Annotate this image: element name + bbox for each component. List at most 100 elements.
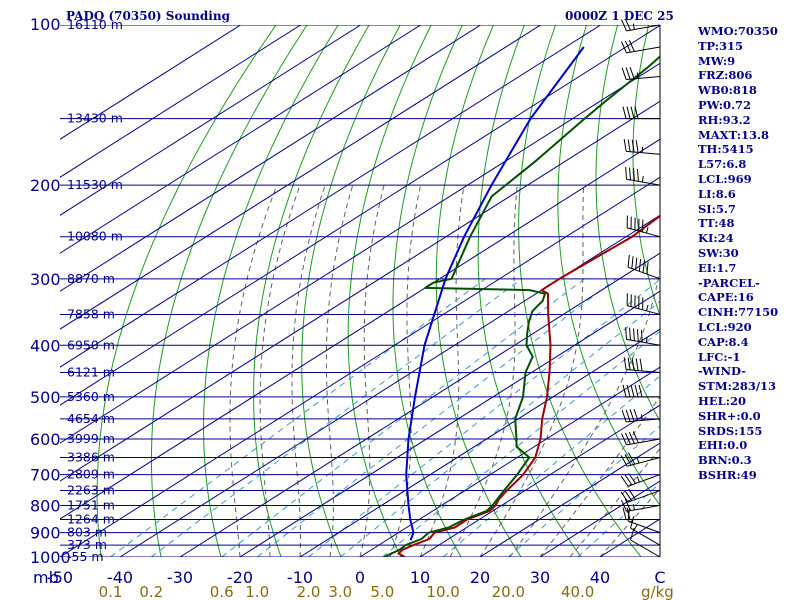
- pressure-tick-label: 1000: [30, 548, 71, 567]
- wind-barb: [623, 139, 661, 155]
- height-label: 1264 m: [67, 511, 115, 526]
- pressure-tick-label: 300: [30, 270, 61, 289]
- isotherm: [60, 25, 481, 292]
- height-label: 373 m: [67, 537, 107, 552]
- mixing-ratio-line: [150, 278, 522, 557]
- index-item: CINH:77150: [698, 305, 779, 320]
- sounding-indices-panel: WMO:70350 TP:315 MW:9 FRZ:806 WB0:818 PW:0.72…: [698, 24, 778, 483]
- moist-adiabat: [359, 184, 385, 557]
- pressure-tick-label: 200: [30, 176, 61, 195]
- isobars: [60, 25, 660, 557]
- axis-labels: 16110 m 13430 m 11530 m 10080 m 8870 m 7858 m…: [30, 15, 674, 600]
- wind-barbs: [620, 18, 661, 558]
- index-item: CAP:8.4: [698, 334, 749, 349]
- index-item: TP:315: [698, 38, 744, 53]
- pressure-tick-label: 100: [30, 15, 61, 34]
- index-item: -WIND-: [698, 364, 746, 379]
- pressure-tick-label: 400: [30, 336, 61, 355]
- index-item: SW:30: [698, 245, 739, 260]
- moist-adiabat: [419, 185, 465, 557]
- index-item: RH:93.2: [698, 112, 751, 127]
- height-label: 6121 m: [67, 365, 115, 380]
- index-item: FRZ:806: [698, 68, 753, 83]
- dewpoint-trace: [383, 55, 660, 557]
- index-item: WB0:818: [698, 83, 757, 98]
- dry-adiabat: [435, 25, 522, 557]
- isotherm: [60, 25, 660, 406]
- wind-barb: [621, 40, 661, 54]
- mixing-ratio-line: [256, 278, 617, 557]
- mixing-ratio-tick-label: 5.0: [370, 583, 394, 600]
- isotherm: [419, 404, 660, 557]
- index-item: SRDS:155: [698, 423, 763, 438]
- height-label: -55 m: [67, 549, 104, 564]
- index-item: EHI:0.0: [698, 438, 748, 453]
- isotherm: [119, 214, 660, 557]
- temperature-tick-label: 0: [355, 568, 365, 587]
- height-label: 11530 m: [67, 177, 123, 192]
- index-item: STM:283/13: [698, 379, 777, 394]
- pressure-tick-label: 600: [30, 430, 61, 449]
- index-item: TT:48: [698, 216, 735, 231]
- height-label: 2809 m: [67, 467, 115, 482]
- index-item: LFC:-1: [698, 349, 741, 364]
- mixing-ratio-tick-label: 0.2: [139, 583, 163, 600]
- mixing-ratio-tick-label: 2.0: [297, 583, 321, 600]
- temperature-tick-label: -20: [227, 568, 253, 587]
- index-item: TH:5415: [698, 142, 754, 157]
- isotherm: [60, 138, 660, 520]
- height-label: 6950 m: [67, 337, 115, 352]
- moist-adiabat: [449, 185, 518, 557]
- height-label: 4654 m: [67, 411, 115, 426]
- pressure-tick-label: 700: [30, 466, 61, 485]
- height-label: 10080 m: [67, 229, 123, 244]
- temperature-tick-label: -30: [167, 568, 193, 587]
- mixing-ratio-tick-label: 20.0: [492, 583, 525, 600]
- isotherm: [239, 290, 660, 557]
- isotherm: [60, 176, 660, 557]
- mixing-ratio-tick-label: 40.0: [561, 583, 594, 600]
- isotherm: [479, 442, 660, 557]
- wind-barb: [626, 215, 661, 238]
- y-axis-unit-label: mb: [33, 568, 59, 587]
- wind-barb: [622, 384, 660, 398]
- pressure-tick-label: 500: [30, 388, 61, 407]
- index-item: PW:0.72: [698, 97, 752, 112]
- wind-barb: [621, 66, 661, 81]
- moist-adiabat: [509, 266, 660, 557]
- index-item: KI:24: [698, 231, 734, 246]
- height-label: 16110 m: [67, 17, 123, 32]
- height-label: 5360 m: [67, 389, 115, 404]
- wind-barb: [620, 453, 661, 467]
- parcel-trace: [405, 46, 585, 541]
- isotherm: [60, 25, 421, 254]
- index-item: HEL:20: [698, 393, 746, 408]
- wind-barb: [625, 166, 661, 186]
- mixing-ratio-line: [221, 278, 585, 557]
- moist-adiabat: [229, 184, 278, 557]
- sounding-traces: [383, 46, 660, 557]
- index-item: BSHR:49: [698, 467, 757, 482]
- isotherm: [60, 25, 241, 140]
- isotherm: [60, 25, 361, 216]
- isotherm: [60, 100, 660, 482]
- wind-barb: [623, 357, 661, 374]
- wind-barb: [625, 327, 661, 346]
- index-item: BRN:0.3: [698, 453, 752, 468]
- temperature-tick-label: 10: [410, 568, 430, 587]
- isotherm: [299, 328, 660, 557]
- index-item: -PARCEL-: [698, 275, 760, 290]
- index-item: WMO:70350: [698, 24, 778, 38]
- height-label: 13430 m: [67, 111, 123, 126]
- isotherm: [60, 25, 541, 330]
- wind-barb: [620, 488, 661, 503]
- isotherm: [60, 62, 660, 444]
- temperature-tick-label: 20: [470, 568, 490, 587]
- index-item: LCL:969: [698, 171, 752, 186]
- moist-adiabat: [325, 184, 354, 557]
- mixing-ratio-line: [110, 278, 486, 557]
- mixing-ratio-tick-label: 0.1: [99, 583, 123, 600]
- isotherm: [179, 252, 660, 557]
- x-axis-unit-label: C: [654, 568, 665, 587]
- wind-barb: [621, 18, 661, 32]
